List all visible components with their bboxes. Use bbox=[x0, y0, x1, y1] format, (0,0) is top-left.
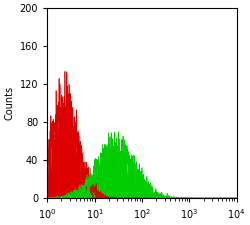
Y-axis label: Counts: Counts bbox=[4, 86, 14, 120]
